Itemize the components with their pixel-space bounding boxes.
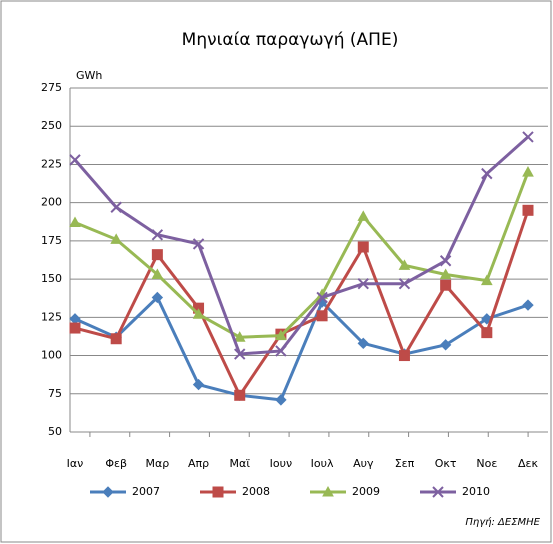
data-point — [69, 322, 81, 334]
data-point — [110, 333, 122, 345]
data-point — [440, 279, 452, 291]
x-tick-label: Απρ — [188, 457, 209, 470]
data-point — [357, 241, 369, 253]
data-point — [192, 238, 205, 250]
data-point — [151, 249, 163, 261]
data-point — [480, 274, 493, 286]
data-point — [439, 339, 452, 351]
data-point — [316, 291, 328, 304]
x-tick-label: Φεβ — [105, 457, 127, 470]
data-point — [398, 350, 410, 362]
y-tick-label: 250 — [41, 119, 62, 132]
y-tick-label: 50 — [48, 425, 62, 438]
x-tick-label: Δεκ — [518, 457, 538, 470]
x-tick-label: Αυγ — [353, 457, 374, 470]
data-point — [69, 154, 81, 166]
legend-marker — [102, 486, 114, 498]
data-point — [357, 210, 370, 221]
data-point — [439, 255, 452, 267]
x-tick-label: Μαρ — [145, 457, 169, 470]
legend-label: 2007 — [132, 485, 160, 498]
data-point — [275, 394, 287, 406]
data-point — [316, 310, 328, 322]
y-tick-label: 275 — [41, 81, 62, 94]
data-point — [110, 201, 122, 213]
data-point — [522, 299, 534, 311]
data-point — [275, 329, 287, 341]
data-point — [151, 268, 164, 280]
data-point — [192, 308, 205, 319]
data-point — [481, 167, 493, 180]
series-line — [73, 135, 529, 356]
data-point — [522, 204, 534, 216]
y-tick-label: 75 — [48, 387, 62, 400]
data-point — [481, 327, 493, 339]
legend-label: 2008 — [242, 485, 270, 498]
x-tick-label: Οκτ — [435, 457, 457, 470]
y-axis-unit: GWh — [76, 69, 102, 82]
data-point — [234, 389, 246, 401]
x-tick-label: Ιουλ — [311, 457, 334, 470]
data-point — [398, 259, 411, 270]
legend-label: 2009 — [352, 485, 380, 498]
y-tick-label: 150 — [41, 272, 62, 285]
data-point — [522, 166, 534, 177]
legend-marker — [212, 486, 224, 498]
y-tick-label: 200 — [41, 196, 62, 209]
y-tick-label: 225 — [41, 157, 62, 170]
x-tick-label: Σεπ — [395, 457, 415, 470]
data-point — [110, 233, 123, 244]
data-point — [522, 131, 534, 143]
y-tick-label: 125 — [41, 310, 62, 323]
data-point — [357, 277, 369, 290]
data-point — [151, 291, 164, 304]
data-point — [398, 277, 411, 290]
legend-marker — [322, 485, 334, 497]
chart-title: Μηνιαία παραγωγή (ΑΠΕ) — [182, 30, 399, 50]
data-point — [192, 378, 205, 391]
data-point — [275, 345, 287, 357]
data-point — [233, 331, 246, 342]
source-note: Πηγή: ΔΕΣΜΗΕ — [465, 516, 540, 528]
data-point — [439, 268, 452, 280]
x-tick-label: Νοε — [476, 457, 497, 470]
legend-label: 2010 — [462, 485, 490, 498]
legend-marker — [432, 486, 444, 498]
data-point — [234, 348, 246, 360]
x-tick-label: Μαϊ — [229, 457, 250, 470]
y-tick-label: 175 — [41, 234, 62, 247]
x-tick-label: Ιουν — [270, 457, 292, 470]
data-point — [69, 216, 81, 228]
data-point — [151, 229, 164, 241]
y-tick-label: 100 — [41, 349, 62, 362]
series-line — [74, 294, 529, 402]
data-point — [357, 337, 369, 350]
series-line — [74, 171, 530, 339]
x-tick-label: Ιαν — [67, 457, 84, 470]
